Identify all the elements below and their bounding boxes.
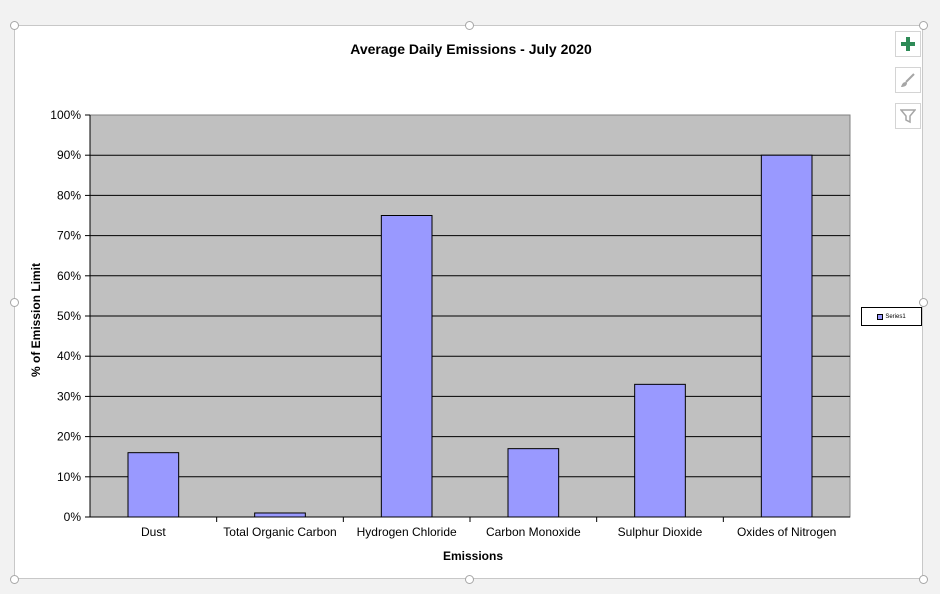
legend-swatch [877, 313, 884, 320]
legend-label: Series1 [885, 313, 906, 320]
x-axis-title[interactable]: Emissions [443, 549, 503, 563]
y-tick-label: 60% [57, 269, 81, 283]
resize-handle-bottom[interactable] [465, 575, 474, 584]
resize-handle-bottom-right[interactable] [919, 575, 928, 584]
x-tick-label: Carbon Monoxide [486, 525, 581, 539]
y-tick-label: 50% [57, 309, 81, 323]
x-tick-label: Sulphur Dioxide [618, 525, 703, 539]
x-tick-label: Oxides of Nitrogen [737, 525, 836, 539]
y-tick-label: 90% [57, 148, 81, 162]
chart-elements-button[interactable] [895, 31, 921, 57]
y-tick-label: 0% [64, 510, 82, 524]
bar-oxides-of-nitrogen[interactable] [760, 154, 813, 518]
resize-handle-top-left[interactable] [10, 21, 19, 30]
axes [85, 114, 850, 522]
bar-total-organic-carbon[interactable] [254, 512, 306, 518]
chart-legend[interactable]: Series1 [861, 307, 922, 326]
y-tick-label: 30% [57, 389, 81, 403]
x-axis-tick-labels: Dust Total Organic Carbon Hydrogen Chlorid… [141, 525, 836, 539]
resize-handle-top-right[interactable] [919, 21, 928, 30]
chart-title[interactable]: Average Daily Emissions - July 2020 [350, 41, 592, 57]
bar-hydrogen-chloride[interactable] [380, 215, 433, 518]
resize-handle-right[interactable] [919, 298, 928, 307]
filter-icon [900, 109, 916, 124]
resize-handle-bottom-left[interactable] [10, 575, 19, 584]
chart-filters-button[interactable] [895, 103, 921, 129]
y-axis-tick-labels: 0% 10% 20% 30% 40% 50% 60% 70% 80% 90% 100% [50, 108, 81, 524]
bar-dust[interactable] [127, 452, 180, 518]
y-tick-label: 20% [57, 430, 81, 444]
y-tick-label: 70% [57, 229, 81, 243]
gridlines [90, 154, 850, 478]
plus-icon [901, 37, 915, 51]
brush-icon [901, 73, 915, 87]
y-axis-title[interactable]: % of Emission Limit [29, 263, 43, 377]
resize-handle-top[interactable] [465, 21, 474, 30]
x-tick-label: Total Organic Carbon [223, 525, 336, 539]
y-tick-label: 10% [57, 470, 81, 484]
y-tick-label: 40% [57, 349, 81, 363]
y-tick-label: 80% [57, 188, 81, 202]
resize-handle-left[interactable] [10, 298, 19, 307]
chart-styles-button[interactable] [895, 67, 921, 93]
bar-carbon-monoxide[interactable] [507, 448, 560, 518]
x-tick-label: Dust [141, 525, 166, 539]
x-tick-label: Hydrogen Chloride [357, 525, 457, 539]
y-tick-label: 100% [50, 108, 81, 122]
bar-sulphur-dioxide[interactable] [634, 383, 686, 518]
bar-series[interactable] [127, 154, 813, 518]
